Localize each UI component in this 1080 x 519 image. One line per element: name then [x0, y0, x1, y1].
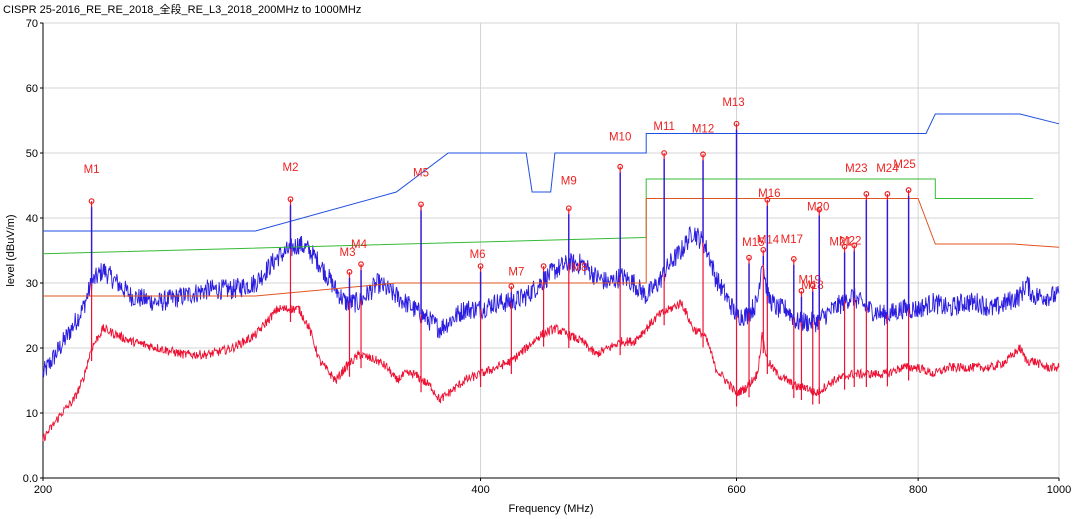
- marker-label: M7: [508, 266, 524, 278]
- marker-label: M13: [722, 97, 744, 109]
- marker-label: M2: [282, 162, 298, 174]
- limit_qp-line: [42, 178, 1034, 255]
- axes: [40, 22, 1060, 481]
- marker-label: M25: [893, 159, 915, 171]
- y-tick-label: 60: [26, 83, 38, 95]
- y-tick-label: 50: [26, 148, 38, 160]
- marker-point: [661, 150, 668, 156]
- x-tick-label: 200: [34, 484, 52, 496]
- marker-point: [88, 198, 95, 205]
- marker-point: [287, 196, 294, 203]
- tick-labels: 0.0 10 20 30 40 50 60 70 200 400 600 800 1000: [23, 18, 1072, 496]
- marker-point: [884, 191, 891, 197]
- x-axis-label: Frequency (MHz): [509, 503, 594, 515]
- marker-label: M16: [758, 188, 780, 200]
- plot-background: [43, 23, 1059, 478]
- marker-point: [565, 205, 572, 212]
- y-tick-label: 70: [26, 18, 38, 30]
- y-tick-label: 20: [26, 343, 38, 355]
- grid: [42, 22, 1060, 479]
- marker-point: [540, 263, 547, 270]
- y-tick-label: 40: [26, 213, 38, 225]
- y-tick-label: 0.0: [23, 473, 38, 485]
- marker-point: [700, 151, 706, 158]
- series-layer: [42, 113, 1060, 442]
- y-tick-label: 30: [26, 278, 38, 290]
- y-tick-label: 10: [26, 408, 38, 420]
- marker-point: [863, 191, 870, 197]
- marker-label: M23: [845, 163, 867, 175]
- x-tick-label: 1000: [1047, 484, 1071, 496]
- marker-point: [358, 261, 364, 268]
- chart-title: CISPR 25-2016_RE_RE_2018_全段_RE_L3_2018_2…: [3, 4, 362, 16]
- marker-label: M21: [829, 237, 851, 249]
- marker-point: [809, 282, 816, 289]
- marker-point: [418, 201, 424, 208]
- marker-label: M5: [413, 167, 429, 179]
- marker-label: M3: [339, 247, 355, 259]
- marker-point: [733, 120, 740, 127]
- marker-point: [790, 256, 797, 262]
- marker-label: M15: [742, 237, 764, 249]
- marker-label: M24: [876, 163, 899, 175]
- marker-label: M12: [692, 123, 714, 135]
- marker-label: M1: [84, 164, 100, 176]
- marker-label: M19: [799, 275, 821, 287]
- x-tick-label: 600: [727, 484, 745, 496]
- average-trace: [42, 299, 1060, 442]
- marker-label: M8: [572, 262, 588, 274]
- marker-label: M22: [839, 235, 861, 247]
- marker-label: M11: [653, 121, 675, 133]
- marker-point: [617, 163, 624, 170]
- marker-label: M10: [609, 132, 631, 144]
- limit_avg-line: [43, 198, 1060, 297]
- marker-point: [764, 196, 771, 203]
- x-tick-label: 400: [471, 484, 489, 496]
- marker-point: [477, 263, 484, 270]
- limit_peak-line: [43, 113, 1060, 232]
- x-tick-label: 800: [909, 484, 927, 496]
- marker-point: [508, 283, 515, 290]
- marker-point: [798, 287, 805, 294]
- marker-point: [841, 243, 848, 250]
- marker-point: [905, 187, 912, 193]
- marker-label: M17: [781, 234, 803, 246]
- y-axis-label: level (dBuV/m): [5, 214, 17, 286]
- marker-label: M20: [807, 202, 829, 214]
- marker-point: [760, 246, 767, 253]
- marker-point: [851, 242, 858, 249]
- marker-point: [746, 254, 752, 261]
- marker-label: M14: [757, 235, 780, 247]
- peak-trace: [42, 225, 1060, 378]
- marker-label: M6: [470, 249, 486, 261]
- marker-point: [346, 269, 353, 275]
- marker-label: M9: [561, 175, 577, 187]
- marker-point: [816, 206, 823, 213]
- marker-label: M4: [351, 239, 368, 251]
